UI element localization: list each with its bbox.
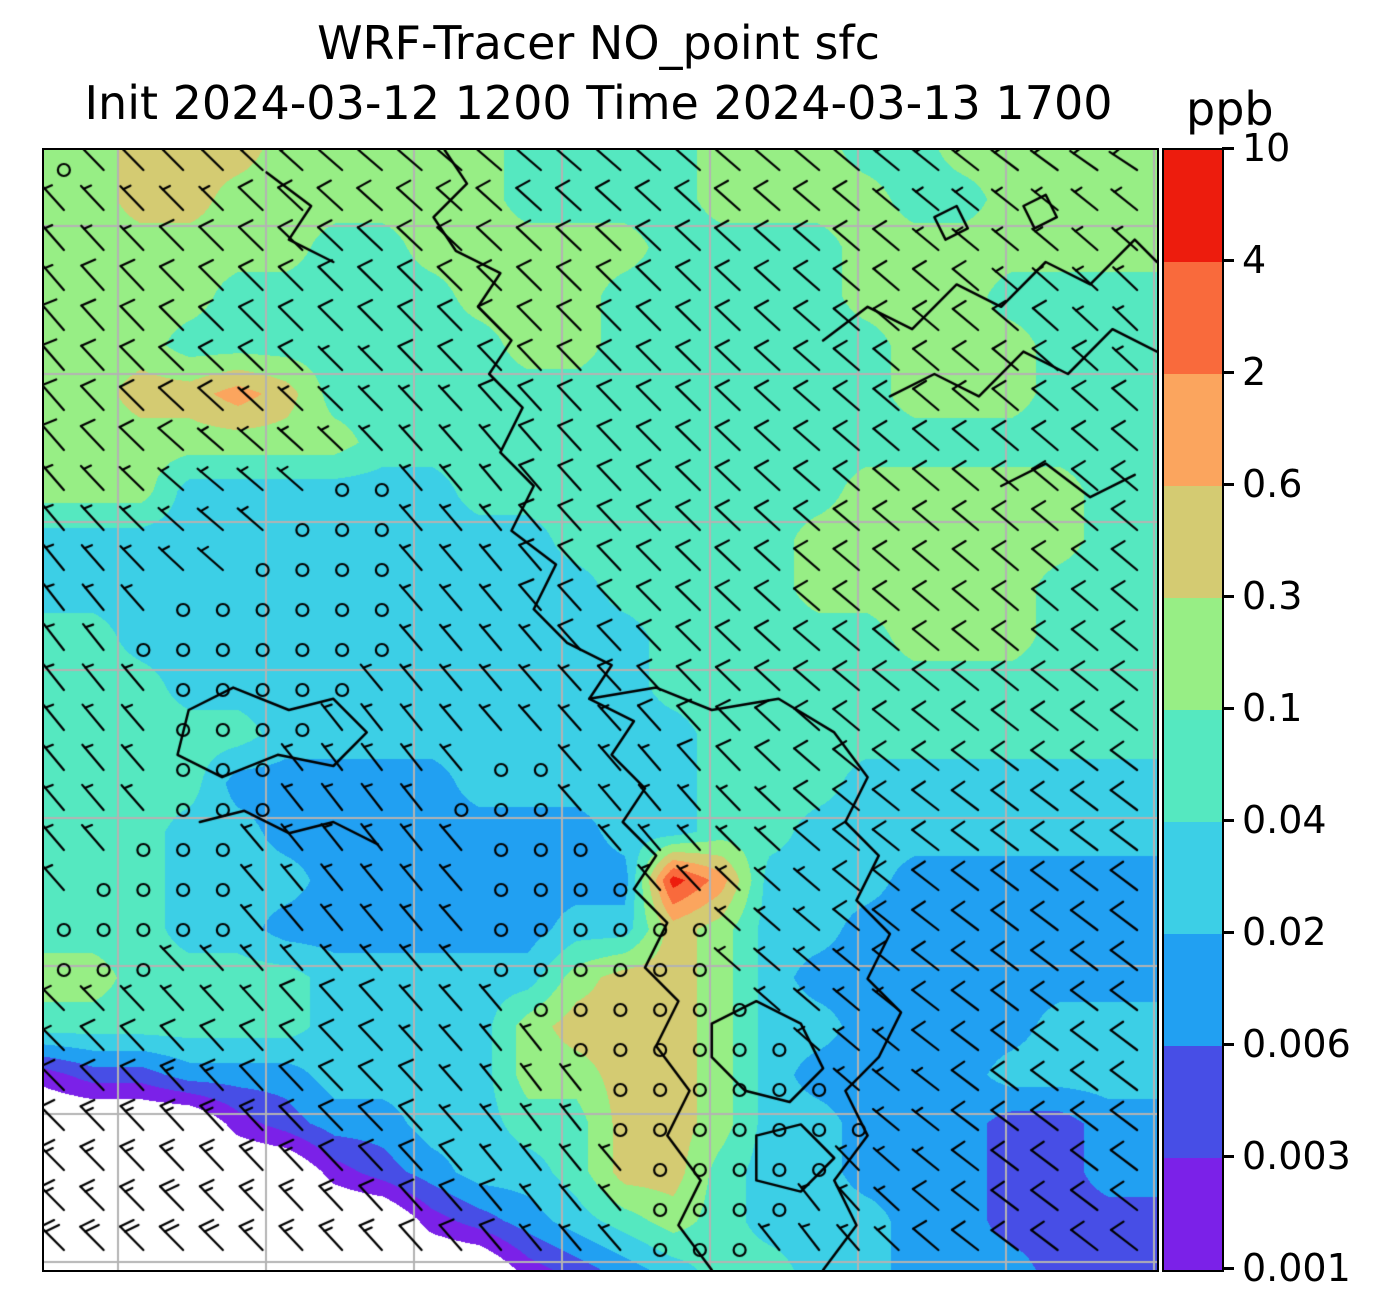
colorbar-tick-label: 0.3 [1242,574,1303,618]
colorbar-tick-label: 10 [1242,126,1291,170]
map-canvas [42,148,1159,1272]
colorbar-tick-label: 0.001 [1242,1246,1351,1290]
colorbar-tick-mark [1222,147,1234,150]
colorbar-tick-label: 2 [1242,350,1267,394]
colorbar-tick-mark [1222,595,1234,598]
colorbar-segment [1164,710,1222,822]
colorbar-tick-label: 0.04 [1242,798,1327,842]
colorbar-tick-mark [1222,483,1234,486]
colorbar-tick-mark [1222,371,1234,374]
colorbar-tick-mark [1222,707,1234,710]
colorbar-segment [1164,374,1222,486]
colorbar-tick-mark [1222,1043,1234,1046]
colorbar [1162,148,1224,1272]
colorbar-tick-mark [1222,259,1234,262]
figure-subtitle: Init 2024-03-12 1200 Time 2024-03-13 170… [84,76,1113,130]
colorbar-tick-mark [1222,1155,1234,1158]
colorbar-segment [1164,150,1222,262]
colorbar-tick-label: 0.02 [1242,910,1327,954]
colorbar-tick-label: 4 [1242,238,1267,282]
colorbar-segment [1164,262,1222,374]
colorbar-tick-label: 0.1 [1242,686,1303,730]
colorbar-segment [1164,822,1222,934]
colorbar-segment [1164,934,1222,1046]
figure-title: WRF-Tracer NO_point sfc [317,16,880,70]
colorbar-tick-mark [1222,931,1234,934]
colorbar-tick-mark [1222,819,1234,822]
colorbar-tick-label: 0.006 [1242,1022,1351,1066]
colorbar-tick-label: 0.003 [1242,1134,1351,1178]
colorbar-segment [1164,1158,1222,1270]
colorbar-tick-mark [1222,1267,1234,1270]
colorbar-segment [1164,486,1222,598]
colorbar-segment [1164,598,1222,710]
colorbar-tick-label: 0.6 [1242,462,1303,506]
colorbar-segment [1164,1046,1222,1158]
colorbar-units-label: ppb [1186,82,1274,136]
